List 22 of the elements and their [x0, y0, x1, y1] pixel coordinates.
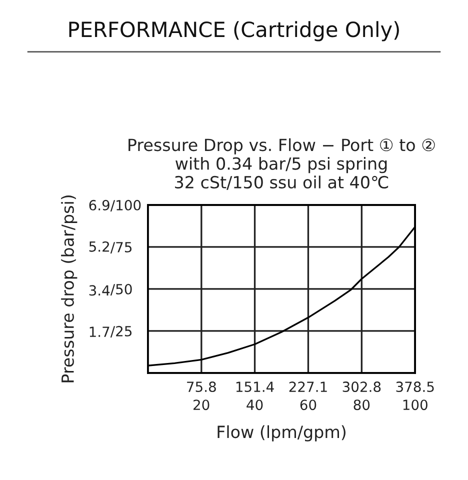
y-axis-title: Pressure drop (bar/psi) [61, 196, 78, 382]
x2-tick-label: 80 [354, 400, 370, 410]
x2-tick-label: 60 [300, 400, 316, 410]
chart-title: Pressure Drop vs. Flow − Port ① to ② with 0.34 bar/5 psi spring 32 cSt/150 ssu oil at 40℃ [128, 138, 435, 190]
x2-tick-label: 40 [246, 400, 263, 410]
y-tick-label: 1.7 [90, 326, 110, 337]
x-tick-label: 151.4 [236, 382, 274, 392]
y2-tick-label: /100 [110, 200, 141, 212]
x-axis-title: Flow (lpm/gpm) [218, 425, 346, 442]
y2-tick-label: /50 [110, 284, 132, 296]
x-tick-label: 302.8 [342, 382, 381, 392]
x-tick-label: 227.1 [289, 382, 327, 392]
y2-tick-label: /25 [110, 326, 132, 338]
y-tick-label: 6.9 [89, 200, 110, 210]
y-tick-label: 5.2 [89, 241, 109, 252]
text: PERFORMANCE (Cartridge Only) [69, 21, 399, 42]
x2-tick-label: 20 [194, 400, 210, 410]
x-tick-label: 378.5 [396, 382, 434, 392]
x2-tick-label: 100 [403, 400, 428, 410]
y-tick-label: 3.4 [89, 285, 110, 296]
y2-tick-label: /75 [110, 242, 132, 254]
x-tick-label: 75.8 [187, 382, 216, 392]
